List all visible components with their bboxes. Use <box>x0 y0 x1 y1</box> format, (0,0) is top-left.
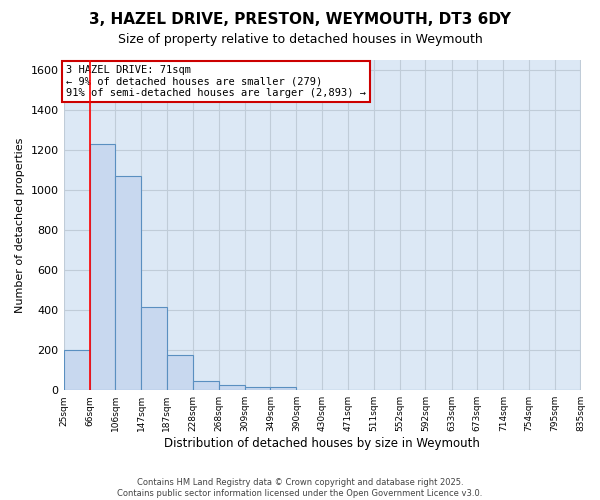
Text: 3 HAZEL DRIVE: 71sqm
← 9% of detached houses are smaller (279)
91% of semi-detac: 3 HAZEL DRIVE: 71sqm ← 9% of detached ho… <box>66 65 366 98</box>
Bar <box>218 385 245 390</box>
Bar <box>245 387 271 390</box>
Y-axis label: Number of detached properties: Number of detached properties <box>15 138 25 313</box>
Bar <box>271 387 296 390</box>
Bar <box>90 144 115 390</box>
X-axis label: Distribution of detached houses by size in Weymouth: Distribution of detached houses by size … <box>164 437 480 450</box>
Bar <box>115 176 142 390</box>
Text: Size of property relative to detached houses in Weymouth: Size of property relative to detached ho… <box>118 32 482 46</box>
Bar <box>193 381 218 390</box>
Bar <box>64 350 90 390</box>
Text: Contains HM Land Registry data © Crown copyright and database right 2025.
Contai: Contains HM Land Registry data © Crown c… <box>118 478 482 498</box>
Bar <box>167 355 193 390</box>
Text: 3, HAZEL DRIVE, PRESTON, WEYMOUTH, DT3 6DY: 3, HAZEL DRIVE, PRESTON, WEYMOUTH, DT3 6… <box>89 12 511 28</box>
Bar <box>142 307 167 390</box>
